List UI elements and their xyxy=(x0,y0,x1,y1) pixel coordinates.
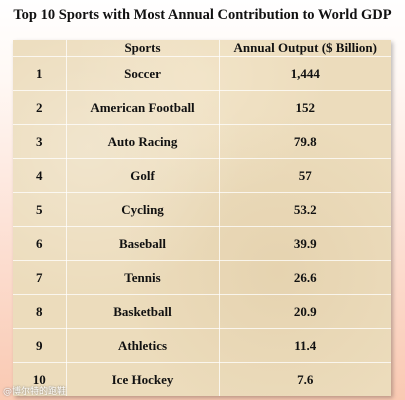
rank-cell: 10 xyxy=(13,362,67,396)
table-card: Sports Annual Output ($ Billion) 1 Soccer… xyxy=(13,40,391,396)
data-table: Sports Annual Output ($ Billion) 1 Soccer… xyxy=(13,40,391,396)
header-rank xyxy=(13,40,67,57)
sport-cell: Athletics xyxy=(66,328,220,364)
table-row: 5 Cycling 53.2 xyxy=(13,192,391,228)
table-row: 4 Golf 57 xyxy=(13,158,391,194)
output-cell: 79.8 xyxy=(219,124,391,160)
header-row: Sports Annual Output ($ Billion) xyxy=(13,40,391,57)
table-row: 1 Soccer 1,444 xyxy=(13,56,391,92)
rank-cell: 7 xyxy=(13,260,67,296)
table-row: 3 Auto Racing 79.8 xyxy=(13,124,391,160)
rank-cell: 5 xyxy=(13,192,67,228)
output-cell: 11.4 xyxy=(219,328,391,364)
rank-cell: 2 xyxy=(13,90,67,126)
output-cell: 39.9 xyxy=(219,226,391,262)
table-row: 6 Baseball 39.9 xyxy=(13,226,391,262)
sport-cell: Soccer xyxy=(66,56,220,92)
sport-cell: Tennis xyxy=(66,260,220,296)
rank-cell: 4 xyxy=(13,158,67,194)
output-cell: 20.9 xyxy=(219,294,391,330)
watermark-text: @博尔特的跑鞋 xyxy=(3,387,67,397)
output-cell: 57 xyxy=(219,158,391,194)
rank-cell: 6 xyxy=(13,226,67,262)
sport-cell: Ice Hockey xyxy=(66,362,220,396)
table-row: 9 Athletics 11.4 xyxy=(13,328,391,364)
chart-title: Top 10 Sports with Most Annual Contribut… xyxy=(13,7,392,23)
table-row: 10 Ice Hockey 7.6 xyxy=(13,362,391,396)
output-cell: 7.6 xyxy=(297,371,314,387)
header-sports: Sports xyxy=(66,40,220,57)
sport-cell: Golf xyxy=(66,158,220,194)
output-cell: 152 xyxy=(219,90,391,126)
table-row: 2 American Football 152 xyxy=(13,90,391,126)
sport-cell: Cycling xyxy=(66,192,220,228)
sport-cell: Baseball xyxy=(66,226,220,262)
output-cell: 1,444 xyxy=(219,56,391,92)
header-output: Annual Output ($ Billion) xyxy=(219,40,391,57)
sport-cell: American Football xyxy=(66,90,220,126)
sport-cell: Basketball xyxy=(66,294,220,330)
output-cell: 53.2 xyxy=(219,192,391,228)
table-row: 7 Tennis 26.6 xyxy=(13,260,391,296)
sport-cell: Auto Racing xyxy=(66,124,220,160)
output-cell: 26.6 xyxy=(219,260,391,296)
rank-cell: 1 xyxy=(13,56,67,92)
rank-cell: 8 xyxy=(13,294,67,330)
rank-cell: 9 xyxy=(13,328,67,364)
table-row: 8 Basketball 20.9 xyxy=(13,294,391,330)
rank-cell: 3 xyxy=(13,124,67,160)
